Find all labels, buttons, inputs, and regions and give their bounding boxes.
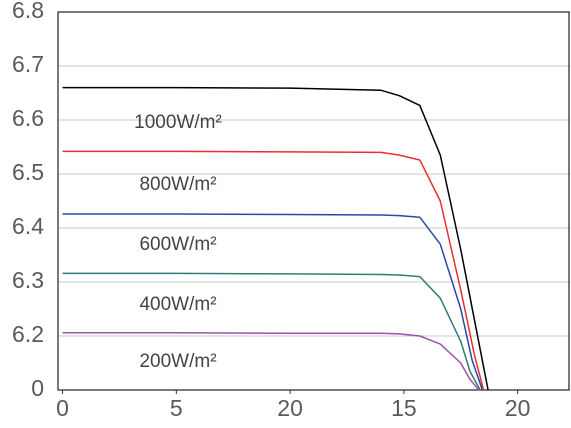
x-tick-label: 20 [277,395,303,421]
x-tick-label: 15 [391,395,417,421]
series-label: 200W/m² [139,351,216,372]
series-line [62,213,484,391]
series-line [62,150,485,391]
series-line [62,86,489,391]
y-tick-label: 6.7 [12,51,44,77]
y-tick-label: 6.6 [12,105,44,131]
plot-frame [57,11,570,391]
y-tick-label: 6.2 [12,321,44,347]
y-tick-label: 6.3 [12,267,44,293]
y-tick-label: 6.5 [12,159,44,185]
y-tick-label: 0 [31,375,44,401]
y-tick-label: 6.8 [12,0,44,23]
series-line [62,272,481,391]
y-tick-label: 6.4 [12,213,44,239]
series-label: 400W/m² [139,294,216,315]
series-label: 600W/m² [139,234,216,255]
x-tick-label: 20 [505,395,531,421]
x-tick-label: 5 [170,395,183,421]
series-line [62,332,480,391]
series-label: 800W/m² [139,174,216,195]
x-tick-label: 0 [56,395,69,421]
series-label: 1000W/m² [134,112,222,133]
